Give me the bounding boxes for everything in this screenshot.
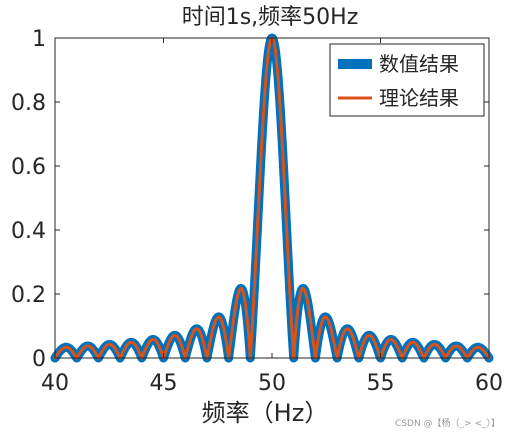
y-tick-label: 0.2 xyxy=(11,283,46,308)
x-tick-label: 60 xyxy=(475,371,503,396)
legend-label-numeric: 数值结果 xyxy=(379,52,459,76)
y-tick-label: 0.8 xyxy=(11,91,46,116)
csdn-watermark: CSDN @【杨（_> <_）】 xyxy=(395,417,500,429)
x-axis-label: 频率（Hz） xyxy=(202,399,329,427)
x-tick-label: 50 xyxy=(258,371,286,396)
y-tick-label: 0.6 xyxy=(11,155,46,180)
y-tick-label: 0.4 xyxy=(11,219,46,244)
chart-title: 时间1s,频率50Hz xyxy=(182,5,359,30)
y-tick-label: 0 xyxy=(32,347,46,372)
x-tick-label: 45 xyxy=(150,371,178,396)
y-axis-ticks: 0 0.2 0.4 0.6 0.8 1 xyxy=(11,27,489,372)
legend-label-theory: 理论结果 xyxy=(379,86,459,110)
x-axis-ticks: 40 45 50 55 60 xyxy=(41,38,503,396)
legend: 数值结果 理论结果 xyxy=(329,43,485,117)
y-tick-label: 1 xyxy=(32,27,46,52)
x-tick-label: 55 xyxy=(367,371,395,396)
x-tick-label: 40 xyxy=(41,371,69,396)
legend-box xyxy=(329,43,485,117)
